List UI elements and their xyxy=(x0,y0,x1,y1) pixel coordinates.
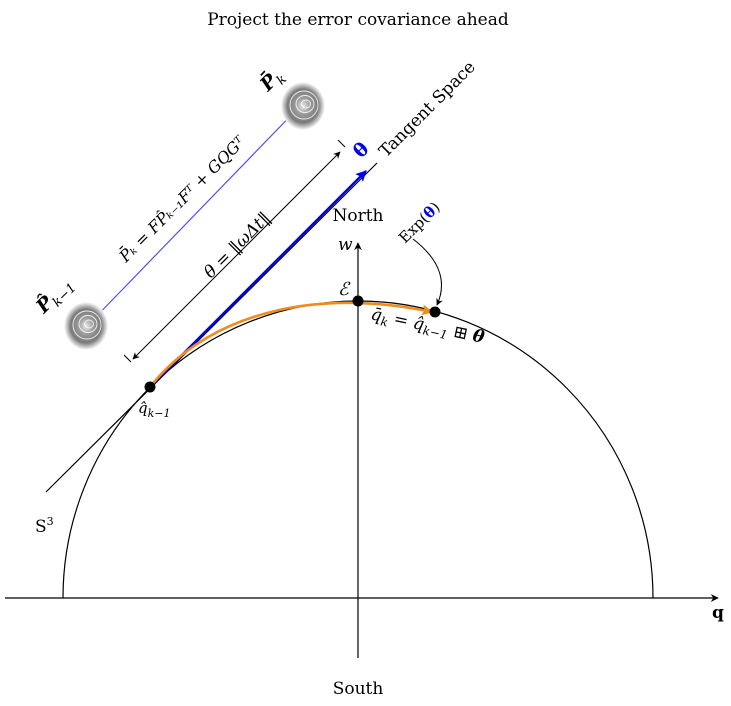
q-bar-k-label: q̄k = q̂k−1 ⊞ θ xyxy=(369,304,487,350)
w-axis-label: w xyxy=(338,235,353,255)
sphere-label: S3 xyxy=(35,515,54,537)
tangent-space-label: Tangent Space xyxy=(375,57,479,161)
epsilon-point xyxy=(352,295,364,307)
dimension-tick-end xyxy=(337,139,346,148)
q-hat-prev-point xyxy=(144,381,156,393)
theta-vector-label: θ xyxy=(349,138,374,163)
south-label: South xyxy=(333,679,384,699)
exp-map-label: Exp(θ) xyxy=(395,198,444,247)
q-bar-k-point xyxy=(429,306,441,318)
exp-map-arrow xyxy=(412,238,443,306)
theta-norm-label: θ = ‖ωΔt‖ xyxy=(200,208,274,282)
covariance-link-line xyxy=(89,103,303,324)
q-axis-label: q xyxy=(712,603,724,623)
diagram-title: Project the error covariance ahead xyxy=(207,10,509,30)
dimension-tick-start xyxy=(123,354,132,363)
p-bar-k-gaussian xyxy=(281,82,325,130)
q-hat-prev-label: q̂k−1 xyxy=(138,399,171,420)
p-hat-prev-gaussian xyxy=(64,302,108,350)
epsilon-label: ℰ xyxy=(338,279,351,300)
north-label: North xyxy=(332,206,383,226)
